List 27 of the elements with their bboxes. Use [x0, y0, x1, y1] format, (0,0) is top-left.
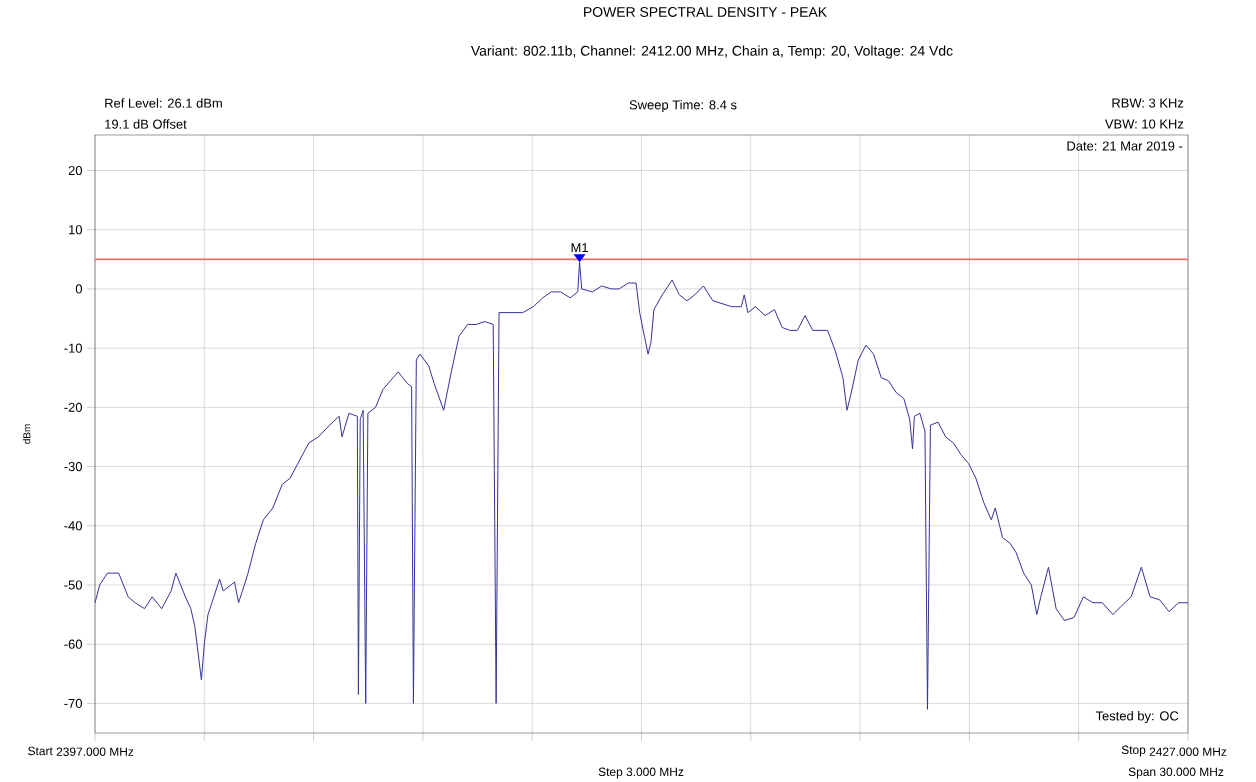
x-tick-label: 2427.000 MHz	[1149, 747, 1227, 756]
text: Start	[28, 746, 53, 756]
text: RBW: 3 KHz	[1112, 98, 1184, 108]
text: Sweep Time: 8.4 s	[629, 99, 737, 113]
y-axis-title: dBm	[23, 424, 31, 444]
text: Ref Level: 26.1 dBm	[105, 98, 222, 108]
y-tick-label: -30	[64, 461, 82, 472]
y-tick-label: -40	[64, 521, 82, 531]
text: 19.1 dB Offset	[105, 119, 187, 129]
y-tick-label: 10	[69, 225, 82, 235]
text: Step 3.000 MHz	[598, 767, 684, 779]
x-tick-label: 2397.000 MHz	[56, 747, 134, 756]
y-tick-label: -20	[64, 402, 82, 412]
y-tick-label: 20	[68, 165, 82, 176]
annotation: Date: 21 Mar 2019 -	[1067, 141, 1183, 151]
y-tick-label: 0	[75, 284, 82, 294]
y-tick-label: -70	[64, 698, 82, 708]
annotation: Tested by: OC	[1095, 710, 1179, 724]
y-tick-label: -60	[64, 639, 82, 649]
text: Span 30.000 MHz	[1128, 767, 1224, 779]
y-tick-label: -50	[64, 580, 82, 590]
y-tick-label: -10	[64, 343, 82, 353]
chart-title: POWER SPECTRAL DENSITY - PEAK	[584, 7, 827, 17]
text: VBW: 10 KHz	[1104, 119, 1184, 129]
chart-subtitle: Variant: 802.11b, Channel: 2412.00 MHz, Chain a, Temp: 20, Voltage: 24 Vdc	[470, 45, 953, 59]
annotation: M1	[571, 243, 588, 253]
text: Stop	[1121, 745, 1146, 757]
